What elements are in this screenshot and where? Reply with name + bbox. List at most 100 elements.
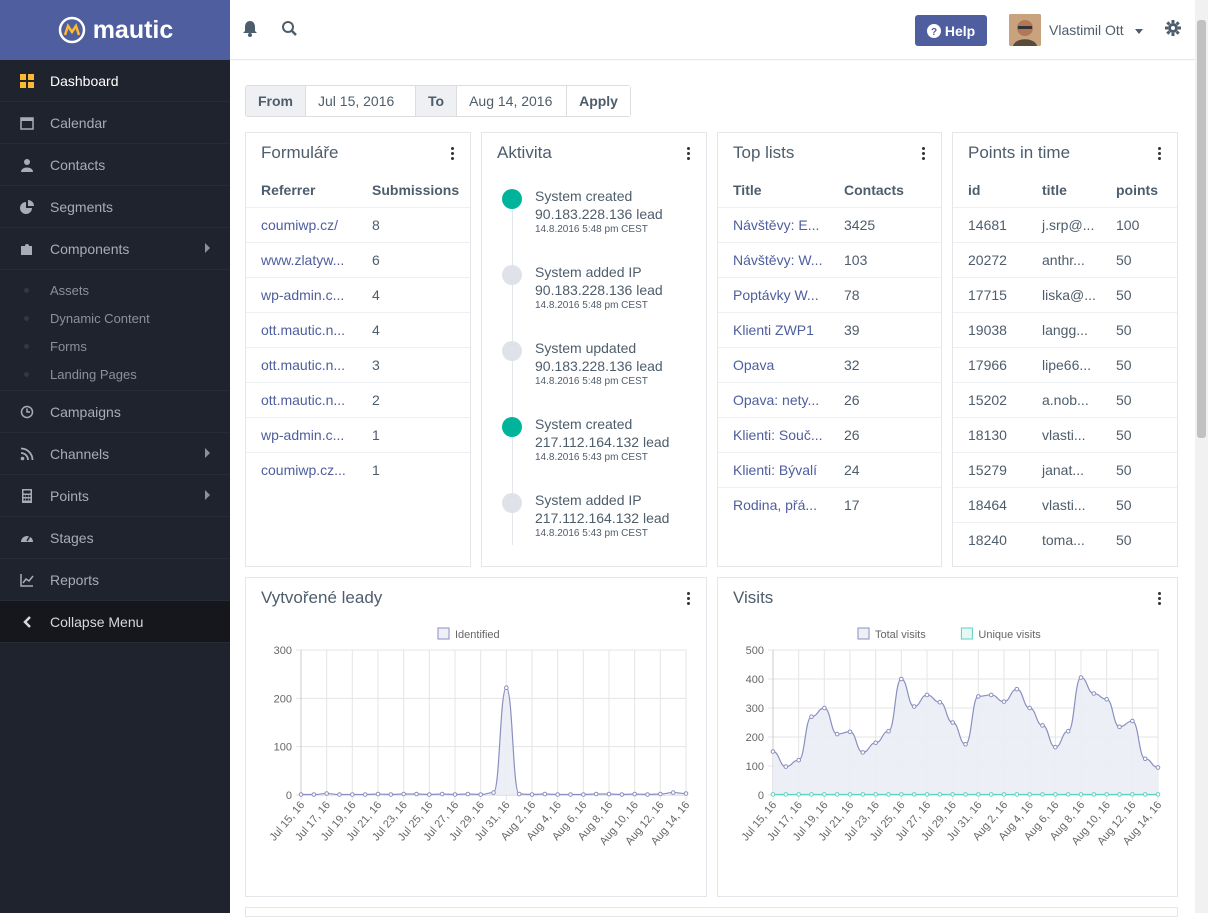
y-tick-label: 200: [746, 732, 764, 744]
data-point: [796, 792, 801, 797]
table-cell-link[interactable]: coumiwp.cz...: [261, 462, 346, 478]
user-menu-caret-icon[interactable]: [1135, 29, 1143, 34]
data-point: [1130, 718, 1135, 724]
to-date-input[interactable]: Aug 14, 2016: [457, 86, 568, 116]
table-cell-link[interactable]: coumiwp.cz/: [261, 217, 339, 233]
table-cell: 14681: [968, 217, 1007, 233]
event-line1: System created: [535, 416, 633, 432]
column-header[interactable]: Contacts: [844, 182, 904, 198]
sidebar-item-channels[interactable]: Channels: [0, 433, 230, 475]
table-cell: 32: [844, 357, 860, 373]
data-point: [860, 792, 866, 797]
data-point: [1155, 792, 1161, 797]
data-point: [542, 791, 548, 797]
data-point: [963, 741, 968, 747]
data-point: [1040, 723, 1045, 728]
kebab-menu-icon[interactable]: [687, 592, 691, 607]
sidebar-subitem-assets[interactable]: Assets: [0, 276, 230, 304]
sidebar-item-label: Reports: [50, 571, 100, 588]
sidebar-item-dashboard[interactable]: Dashboard: [0, 60, 230, 102]
table-cell: 18240: [968, 532, 1007, 548]
to-label: To: [416, 86, 458, 116]
data-point: [822, 792, 827, 797]
data-point: [809, 792, 814, 797]
scrollbar-thumb[interactable]: [1197, 20, 1206, 438]
sidebar-item-campaigns[interactable]: Campaigns: [0, 391, 230, 433]
column-header[interactable]: id: [968, 182, 981, 198]
table-cell: 2: [372, 392, 380, 408]
sidebar-subitem-forms[interactable]: Forms: [0, 332, 230, 360]
gear-icon[interactable]: [1165, 20, 1181, 41]
sidebar-subitem-landing-pages[interactable]: Landing Pages: [0, 360, 230, 388]
table-cell-link[interactable]: Návštěvy: W...: [733, 252, 823, 268]
column-header[interactable]: Submissions: [372, 182, 460, 198]
sidebar-item-points[interactable]: Points: [0, 475, 230, 517]
sidebar-item-reports[interactable]: Reports: [0, 559, 230, 601]
table-cell: 8: [372, 217, 380, 233]
table-cell-link[interactable]: www.zlatyw...: [261, 252, 345, 268]
table-cell-link[interactable]: Klienti: Souč...: [733, 427, 823, 443]
timeline-dot-icon: [502, 493, 522, 513]
table-cell-link[interactable]: Klienti: Bývalí: [733, 462, 818, 478]
table-cell-link[interactable]: Rodina, přá...: [733, 497, 818, 513]
sidebar-item-segments[interactable]: Segments: [0, 186, 230, 228]
table-row: Rodina, přá... 17: [718, 487, 941, 522]
table-row: Opava 32: [718, 347, 941, 382]
kebab-menu-icon[interactable]: [451, 147, 455, 162]
table-cell-link[interactable]: wp-admin.c...: [261, 287, 345, 303]
search-icon[interactable]: [281, 20, 298, 42]
table-cell: 3: [372, 357, 380, 373]
kebab-menu-icon[interactable]: [1158, 147, 1162, 162]
table-cell-link[interactable]: Opava: nety...: [733, 392, 820, 408]
column-header[interactable]: Title: [733, 182, 762, 198]
table-cell-link[interactable]: Poptávky W...: [733, 287, 819, 303]
table-cell: a.nob...: [1042, 392, 1089, 408]
data-point: [606, 791, 612, 797]
table-cell: 3425: [844, 217, 876, 233]
table-cell-link[interactable]: ott.mautic.n...: [261, 357, 346, 373]
table-cell-link[interactable]: Klienti ZWP1: [733, 322, 814, 338]
sidebar-subitem-label: Landing Pages: [50, 366, 137, 382]
column-header[interactable]: title: [1042, 182, 1067, 198]
bullet-icon: [24, 315, 29, 321]
table-cell: 20272: [968, 252, 1007, 268]
chevron-left-icon: [20, 615, 34, 629]
brand-logo[interactable]: mautic: [0, 0, 230, 60]
table-cell: j.srp@...: [1042, 217, 1095, 233]
sidebar-item-contacts[interactable]: Contacts: [0, 144, 230, 186]
table-cell-link[interactable]: ott.mautic.n...: [261, 322, 346, 338]
column-header[interactable]: Referrer: [261, 182, 316, 198]
sidebar-item-label: Calendar: [50, 114, 107, 131]
sidebar-subitem-dynamic-content[interactable]: Dynamic Content: [0, 304, 230, 332]
table-row: 17966 lipe66... 50: [953, 347, 1177, 382]
widget-title: Visits: [733, 588, 774, 607]
sidebar-item-stages[interactable]: Stages: [0, 517, 230, 559]
pie-chart-icon: [20, 199, 34, 214]
from-date-input[interactable]: Jul 15, 2016: [306, 86, 416, 116]
bell-icon[interactable]: [242, 20, 258, 42]
sidebar-item-components[interactable]: Components: [0, 228, 230, 270]
avatar[interactable]: [1009, 14, 1041, 46]
collapse-menu-button[interactable]: Collapse Menu: [0, 601, 230, 643]
puzzle-icon: [20, 242, 34, 256]
user-name[interactable]: Vlastimil Ott: [1049, 22, 1124, 38]
table-cell: 1: [372, 427, 380, 443]
kebab-menu-icon[interactable]: [1158, 592, 1162, 607]
table-row: 15202 a.nob... 50: [953, 382, 1177, 417]
apply-button[interactable]: Apply: [567, 86, 630, 116]
table-cell-link[interactable]: ott.mautic.n...: [261, 392, 346, 408]
sidebar-item-calendar[interactable]: Calendar: [0, 102, 230, 144]
data-point: [1065, 792, 1071, 797]
table-row: Návštěvy: E... 3425: [718, 207, 941, 242]
kebab-menu-icon[interactable]: [922, 147, 926, 162]
column-header[interactable]: points: [1116, 182, 1158, 198]
data-point: [1104, 792, 1109, 797]
kebab-menu-icon[interactable]: [687, 147, 691, 162]
table-cell-link[interactable]: Návštěvy: E...: [733, 217, 820, 233]
help-button[interactable]: ? Help: [915, 15, 987, 46]
table-cell: 100: [1116, 217, 1140, 233]
data-point: [1065, 728, 1071, 734]
table-cell-link[interactable]: Opava: [733, 357, 775, 373]
data-point: [924, 792, 930, 797]
table-cell-link[interactable]: wp-admin.c...: [261, 427, 345, 443]
